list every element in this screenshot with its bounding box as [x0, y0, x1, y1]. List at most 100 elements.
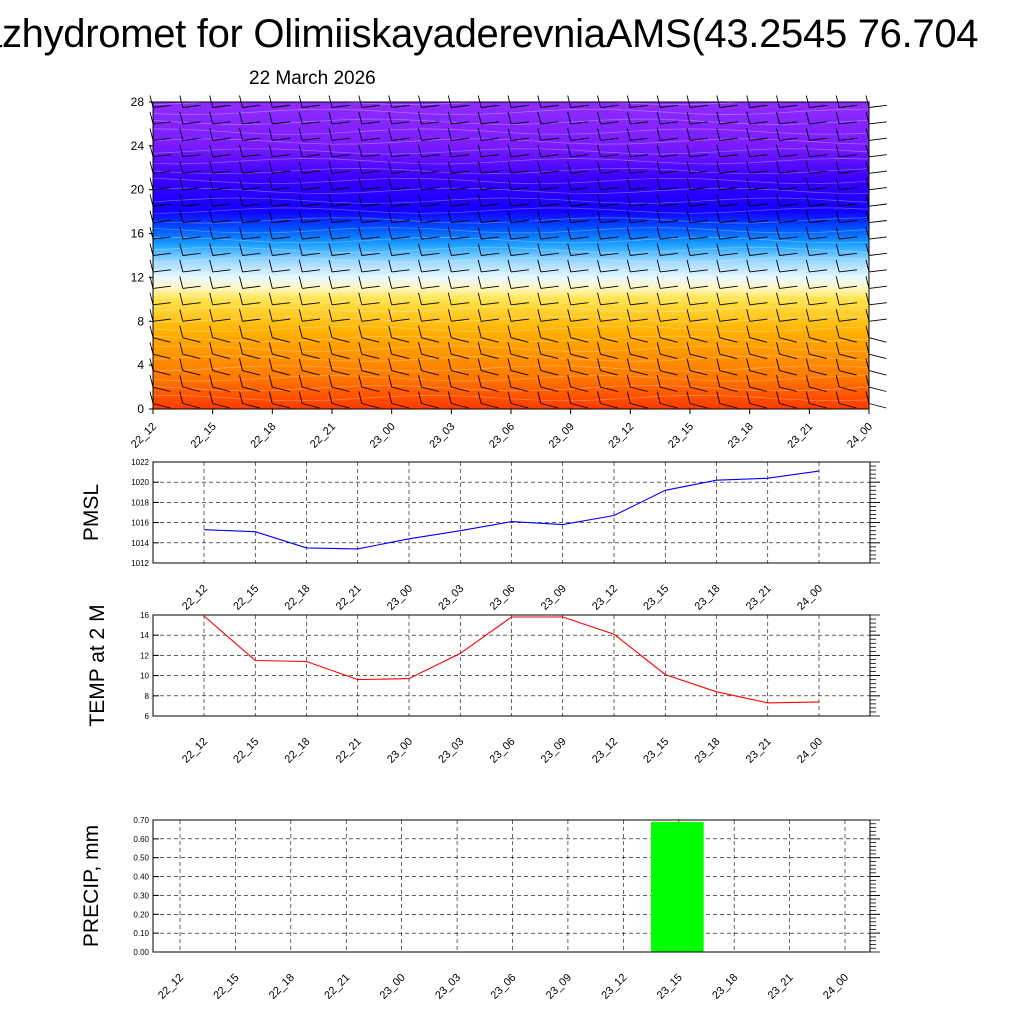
wind-barb — [477, 144, 500, 158]
wind-barb — [805, 276, 828, 289]
wind-barb — [716, 210, 738, 224]
wind-barb — [716, 292, 738, 306]
wind-barb — [776, 243, 798, 256]
wind-barb — [597, 243, 619, 256]
wind-barb — [179, 309, 201, 322]
plot-frame — [152, 614, 871, 717]
wind-barb — [567, 391, 589, 409]
wind-barb — [835, 259, 858, 273]
wind-barb — [746, 259, 768, 273]
wind-barb — [507, 243, 529, 256]
wind-barb — [179, 128, 201, 141]
wind-barb — [418, 128, 440, 141]
wind-barb — [686, 325, 708, 343]
wind-barb — [835, 391, 857, 409]
y-tick-label: 12 — [131, 270, 145, 284]
wind-barb — [656, 210, 679, 224]
wind-barb — [537, 194, 559, 207]
wind-barb — [626, 309, 649, 322]
contour-line — [152, 256, 870, 263]
wind-barb — [209, 194, 231, 207]
wind-barb — [805, 111, 828, 125]
x-tick-label: 23_21 — [744, 736, 774, 766]
y-tick-label: 8 — [137, 314, 144, 328]
x-tick-label: 23_15 — [641, 736, 671, 766]
wind-barb — [447, 276, 470, 289]
wind-barb — [388, 144, 410, 158]
wind-barb — [626, 243, 649, 256]
contour-line — [152, 355, 870, 362]
wind-barb — [447, 358, 469, 376]
data-line — [203, 615, 820, 704]
wind-barb — [209, 161, 231, 174]
wind-barb — [776, 358, 798, 376]
wind-barb — [656, 144, 679, 158]
wind-barb — [746, 276, 768, 289]
y-tick-label: 24 — [131, 139, 145, 153]
x-tick-label: 23_03 — [433, 972, 463, 1002]
wind-barb — [597, 259, 619, 273]
wind-barb — [776, 194, 798, 207]
wind-barb — [358, 342, 380, 360]
wind-barb — [239, 374, 261, 392]
x-tick-label: 23_21 — [785, 421, 815, 451]
wind-barb — [686, 259, 708, 273]
wind-barb — [388, 177, 410, 191]
wind-barb — [626, 177, 649, 191]
contour-line — [152, 365, 870, 372]
wind-barb — [716, 177, 738, 191]
wind-barb — [239, 325, 261, 343]
wind-barb — [388, 194, 410, 207]
x-tick-label: 22_12 — [156, 972, 186, 1002]
wind-barb — [268, 276, 291, 289]
wind-barb — [298, 309, 321, 322]
wind-barb — [447, 194, 470, 207]
wind-barb — [298, 210, 321, 224]
wind-barb — [746, 226, 768, 240]
wind-barb — [209, 325, 231, 343]
wind-barb — [179, 358, 201, 376]
wind-barb — [805, 243, 828, 256]
wind-barb — [418, 309, 440, 322]
wind-barb — [328, 144, 350, 158]
wind-barb — [656, 194, 679, 207]
contour-line — [152, 306, 870, 313]
x-tick-label: 23_18 — [710, 972, 740, 1002]
wind-barb — [716, 358, 738, 376]
wind-barb — [418, 342, 440, 360]
wind-barb — [686, 374, 708, 392]
wind-barb — [776, 309, 798, 322]
wind-barb — [328, 161, 350, 174]
wind-barb — [179, 325, 201, 343]
wind-barb — [477, 210, 500, 224]
wind-barb — [567, 358, 589, 376]
wind-barb — [179, 111, 201, 125]
x-tick-label: 23_00 — [385, 583, 415, 613]
wind-barb — [328, 374, 350, 392]
wind-barb — [686, 292, 708, 306]
contour-panel: 0 4 8 12 16 20 24 28 22_12 22_15 22_18 22_21 23_00 23… — [129, 95, 887, 451]
wind-barb — [597, 210, 619, 224]
wind-barb — [597, 292, 619, 306]
wind-barb — [447, 144, 470, 158]
wind-barb — [746, 391, 768, 409]
wind-barb — [537, 210, 559, 224]
x-tick-label: 22_21 — [322, 972, 352, 1002]
wind-barb — [656, 128, 679, 141]
wind-barb — [268, 111, 291, 125]
y-tick-label: 0.30 — [133, 891, 149, 900]
wind-barb — [746, 309, 768, 322]
wind-barb — [209, 309, 231, 322]
x-tick-label: 23_18 — [726, 421, 756, 451]
wind-barb — [328, 177, 350, 191]
wind-barb — [686, 194, 708, 207]
wind-barb — [626, 391, 648, 409]
wind-barb — [507, 259, 529, 273]
wind-barb — [298, 128, 321, 141]
wind-barb — [209, 226, 231, 240]
wind-barb — [477, 325, 499, 343]
wind-barb — [268, 391, 290, 409]
wind-barb — [507, 111, 529, 125]
wind-barb — [776, 391, 798, 409]
wind-barb — [597, 128, 619, 141]
